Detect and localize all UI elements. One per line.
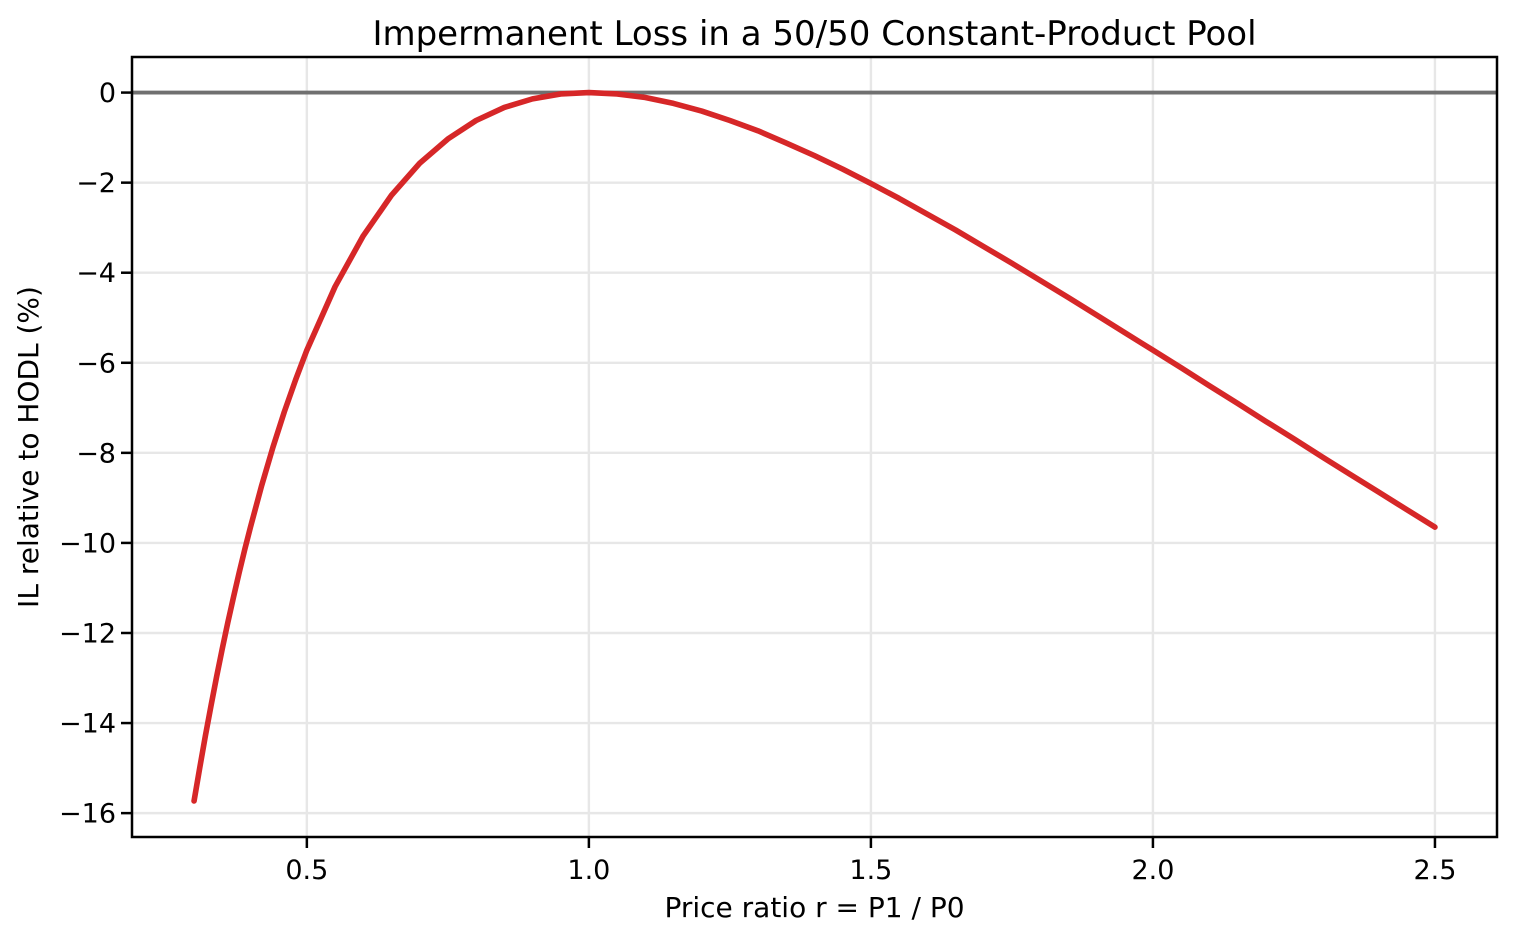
y-tick-label: −16 xyxy=(59,799,116,830)
x-tick-label: 1.5 xyxy=(849,855,892,886)
y-tick-label: −12 xyxy=(59,618,116,649)
gridlines xyxy=(132,57,1497,837)
x-tick-label: 2.0 xyxy=(1131,855,1174,886)
x-tick-label: 2.5 xyxy=(1413,855,1456,886)
x-axis-label: Price ratio r = P1 / P0 xyxy=(664,891,964,924)
y-tick-label: −2 xyxy=(76,168,116,199)
axis-tick-marks xyxy=(121,91,1437,848)
y-tick-label: −4 xyxy=(76,258,116,289)
x-tick-label: 0.5 xyxy=(285,855,328,886)
plot-frame xyxy=(130,55,1499,839)
y-tick-label: −10 xyxy=(59,528,116,559)
y-tick-label: 0 xyxy=(99,78,116,109)
y-axis-label: IL relative to HODL (%) xyxy=(12,286,45,608)
impermanent-loss-curve xyxy=(191,89,1438,804)
chart-title: Impermanent Loss in a 50/50 Constant-Pro… xyxy=(372,14,1256,54)
x-tick-labels: 0.5 1.0 1.5 2.0 2.5 xyxy=(285,855,1456,886)
y-tick-label: −8 xyxy=(76,438,116,469)
y-tick-labels: 0 −2 −4 −6 −8 −10 −12 −14 −16 xyxy=(59,78,116,830)
y-tick-label: −6 xyxy=(76,348,116,379)
y-tick-label: −14 xyxy=(59,709,116,740)
x-tick-label: 1.0 xyxy=(567,855,610,886)
